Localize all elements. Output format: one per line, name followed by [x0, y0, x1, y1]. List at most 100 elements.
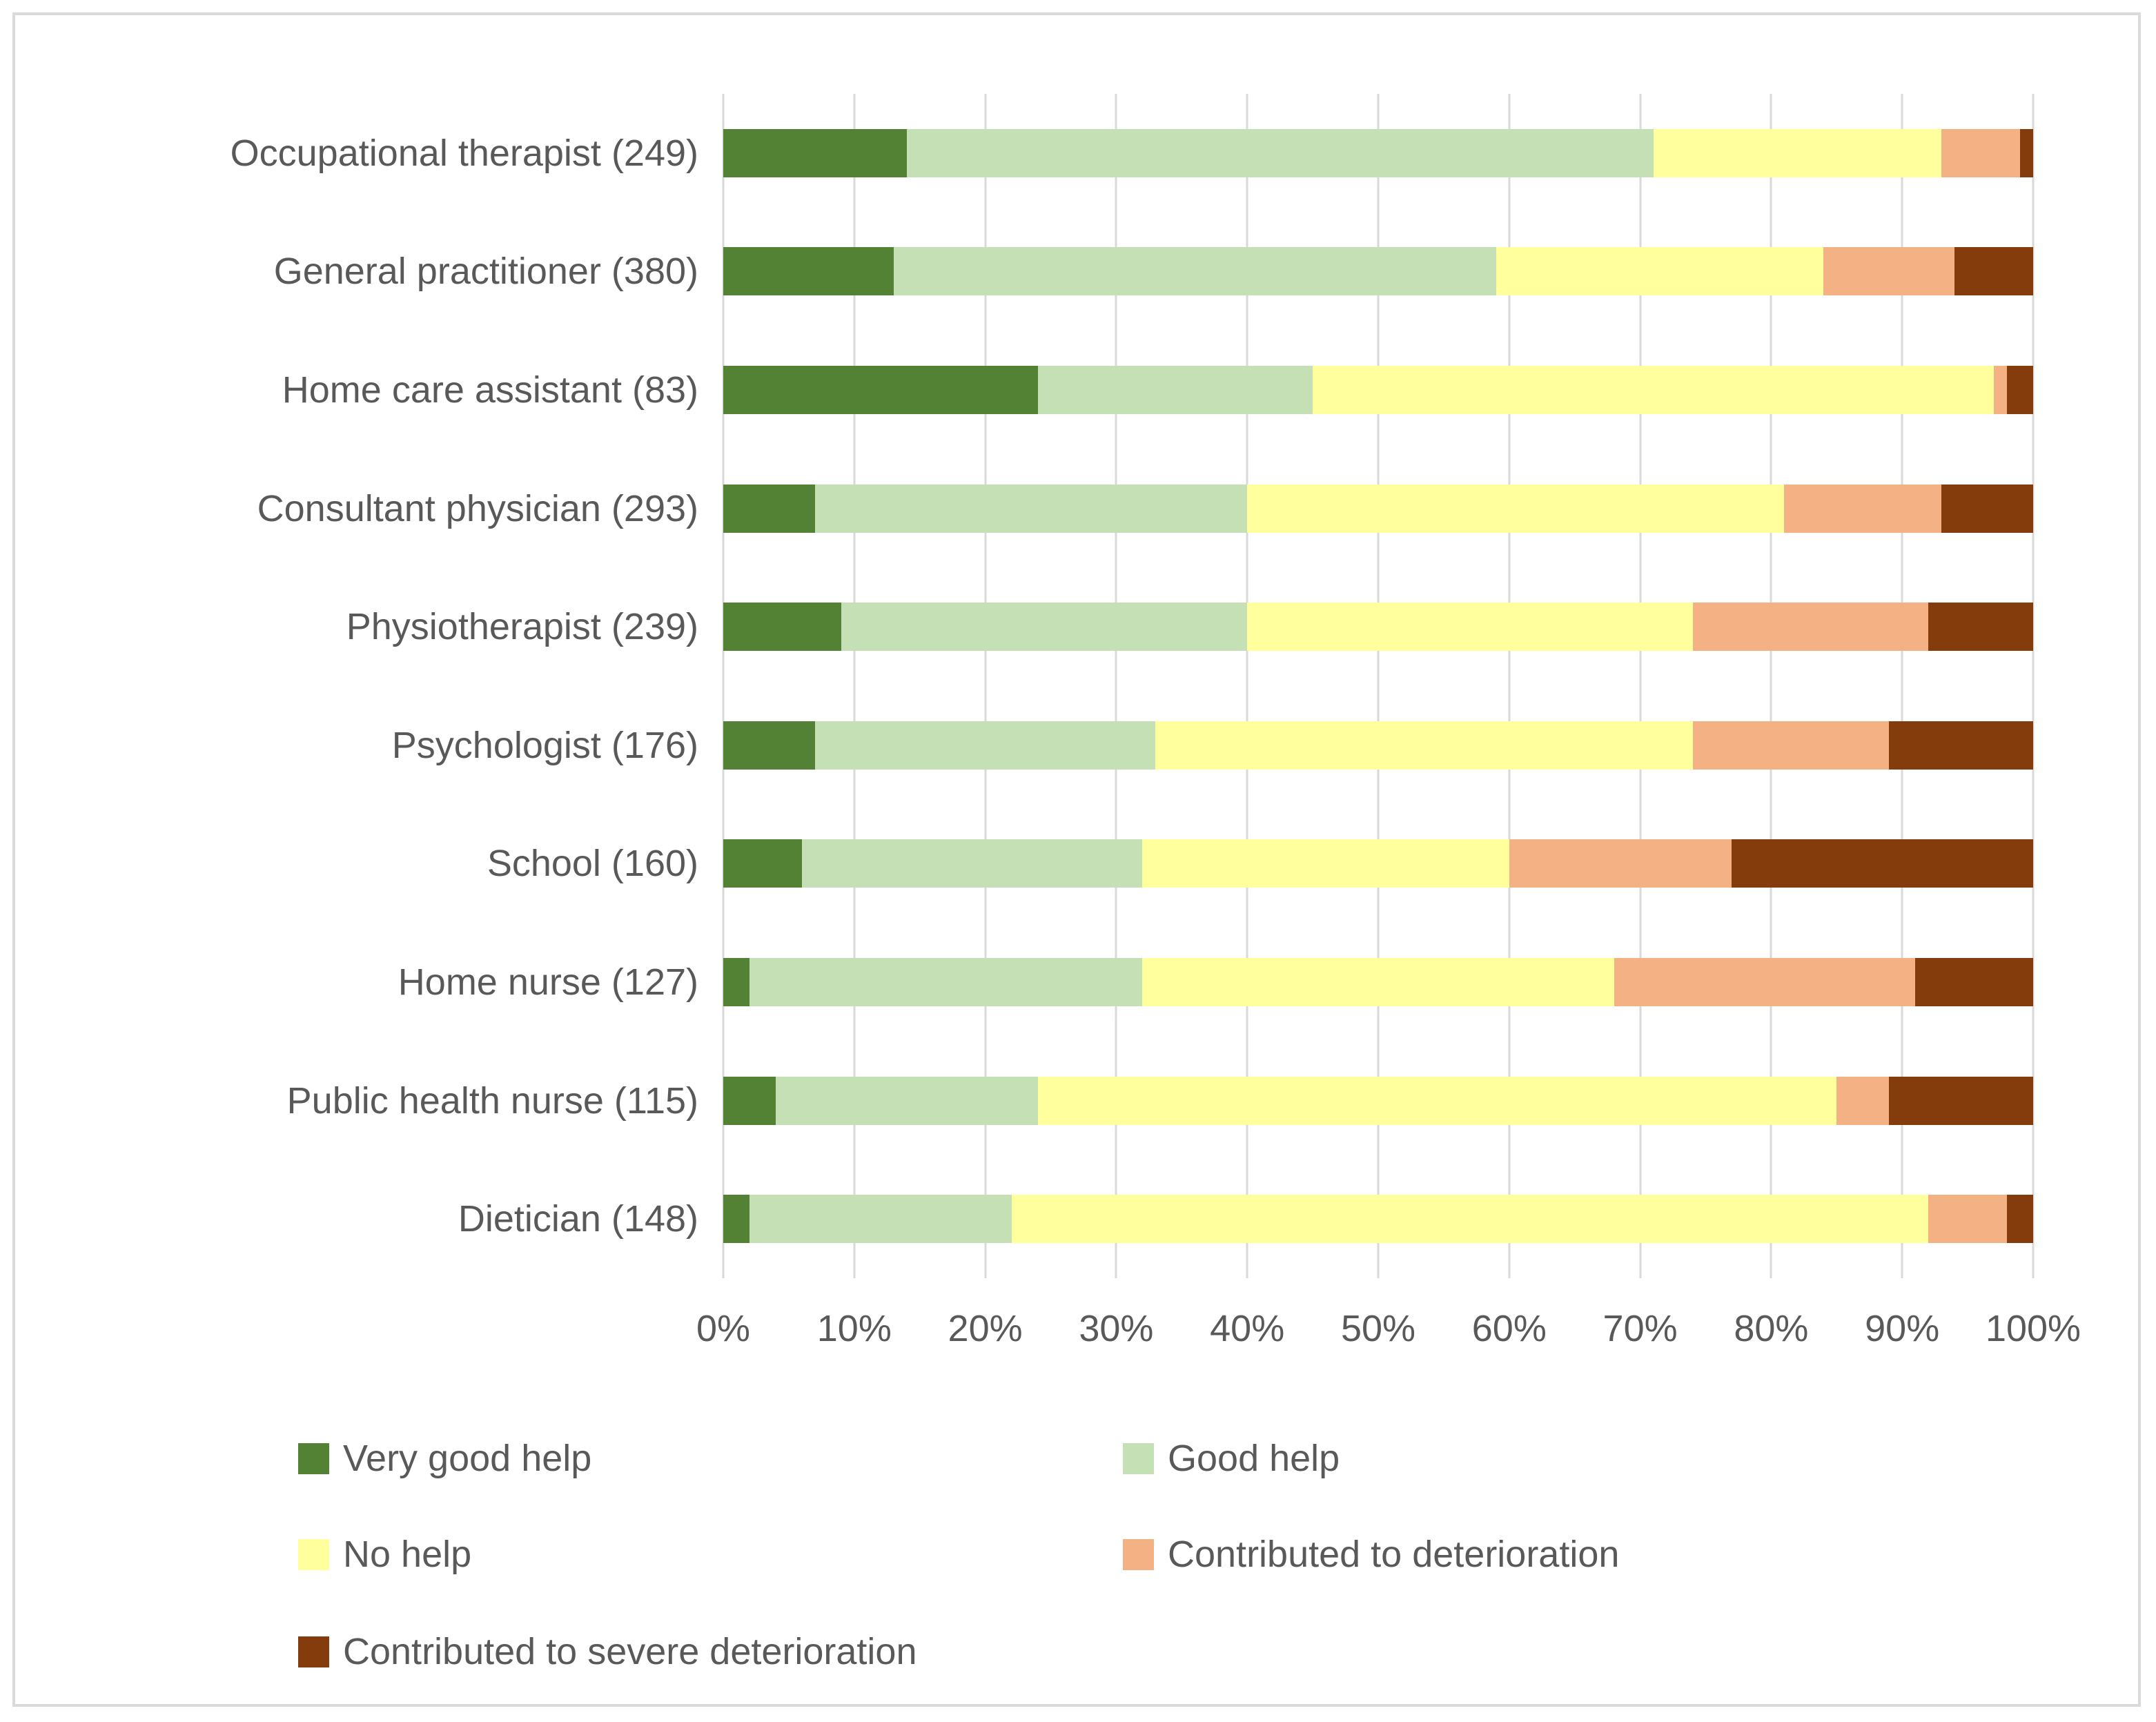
bar-segment	[1313, 366, 1995, 414]
bar-row	[723, 839, 2033, 888]
bar-segment	[1011, 1195, 1929, 1244]
gridline	[984, 94, 987, 1278]
category-label: General practitioner (380)	[273, 251, 698, 293]
bar-segment	[1247, 484, 1785, 533]
bar-segment	[2007, 366, 2033, 414]
gridline	[853, 94, 856, 1278]
bar-row	[723, 247, 2033, 296]
gridline	[722, 94, 725, 1278]
bar-segment	[723, 839, 802, 888]
bar-segment	[1247, 603, 1693, 652]
bar-row	[723, 1076, 2033, 1125]
category-label: Physiotherapist (239)	[346, 606, 698, 648]
bar-segment	[814, 721, 1156, 770]
x-axis-tick-label: 70%	[1603, 1308, 1678, 1349]
bar-segment	[841, 603, 1248, 652]
bar-segment	[1784, 484, 1942, 533]
x-axis-tick-label: 40%	[1210, 1308, 1285, 1349]
x-axis-tick-label: 90%	[1865, 1308, 1940, 1349]
bar-segment	[893, 247, 1496, 296]
category-label: Public health nurse (115)	[286, 1079, 698, 1122]
gridline	[2032, 94, 2035, 1278]
x-axis-tick-label: 50%	[1340, 1308, 1416, 1349]
bar-segment	[1692, 603, 1929, 652]
bar-segment	[2007, 1195, 2033, 1244]
x-axis: 0% 10% 20% 30% 40% 50% 60% 70% 80% 90% 100%	[696, 1307, 2081, 1362]
legend-item: Good help	[1123, 1437, 1340, 1480]
legend-item: Very good help	[298, 1437, 591, 1480]
gridline	[1770, 94, 1772, 1278]
bar-segment	[906, 128, 1654, 177]
bar-segment	[723, 484, 815, 533]
legend-swatch	[298, 1636, 329, 1667]
bar-segment	[723, 721, 815, 770]
bar-row	[723, 484, 2033, 533]
x-axis-tick-label: 60%	[1471, 1308, 1547, 1349]
bar-segment	[1037, 1076, 1837, 1125]
bar-segment	[1941, 128, 2020, 177]
bar-segment	[723, 128, 907, 177]
bar-segment	[814, 484, 1248, 533]
bar-segment	[1889, 1076, 2033, 1125]
chart-frame: Occupational therapist (249) General prac…	[12, 12, 2141, 1707]
bar-segment	[1928, 1195, 2008, 1244]
bar-segment	[723, 958, 749, 1006]
legend-item: Contributed to severe deterioration	[298, 1630, 917, 1673]
bar-segment	[1155, 721, 1693, 770]
bar-segment	[749, 958, 1143, 1006]
gridline	[1508, 94, 1511, 1278]
bar-segment	[2020, 128, 2033, 177]
bar-segment	[1142, 958, 1614, 1006]
bar-segment	[723, 1076, 776, 1125]
bar-segment	[723, 603, 841, 652]
legend-swatch	[1123, 1538, 1154, 1570]
bar-row	[723, 366, 2033, 414]
x-axis-tick-label: 80%	[1734, 1308, 1809, 1349]
bar-segment	[1954, 247, 2033, 296]
category-label: Home care assistant (83)	[282, 369, 698, 411]
x-axis-tick-label: 100%	[1985, 1308, 2081, 1349]
bar-segment	[1836, 1076, 1890, 1125]
category-label: Occupational therapist (249)	[230, 132, 698, 174]
category-label: Home nurse (127)	[398, 961, 698, 1003]
bar-segment	[1653, 128, 1942, 177]
category-label: Consultant physician (293)	[257, 487, 698, 529]
gridline	[1246, 94, 1248, 1278]
bar-segment	[723, 247, 894, 296]
bar-segment	[1823, 247, 1955, 296]
bar-row	[723, 721, 2033, 770]
legend-label: No help	[343, 1534, 472, 1575]
bar-segment	[801, 839, 1143, 888]
bar-row	[723, 128, 2033, 177]
bar-segment	[775, 1076, 1038, 1125]
bar-segment	[1509, 839, 1732, 888]
legend-item: No help	[298, 1533, 471, 1576]
category-axis: Occupational therapist (249) General prac…	[43, 94, 698, 1278]
bar-segment	[1037, 366, 1313, 414]
plot-area	[722, 94, 2035, 1278]
legend-label: Good help	[1168, 1438, 1340, 1479]
x-axis-tick-label: 10%	[816, 1308, 892, 1349]
legend-label: Contributed to severe deterioration	[343, 1631, 917, 1672]
bar-segment	[1496, 247, 1824, 296]
gridline	[1639, 94, 1642, 1278]
legend-label: Contributed to deterioration	[1168, 1534, 1620, 1575]
gridline	[1115, 94, 1117, 1278]
legend-label: Very good help	[343, 1438, 592, 1479]
bar-segment	[1941, 484, 2033, 533]
bar-segment	[1732, 839, 2033, 888]
bar-segment	[1928, 603, 2033, 652]
category-label: Dietician (148)	[458, 1198, 698, 1240]
bar-row	[723, 958, 2033, 1006]
x-axis-tick-label: 30%	[1079, 1308, 1154, 1349]
bar-segment	[723, 1195, 749, 1244]
bar-segment	[1889, 721, 2033, 770]
bar-segment	[1994, 366, 2008, 414]
legend-swatch	[298, 1442, 329, 1474]
legend-item: Contributed to deterioration	[1123, 1533, 1619, 1576]
bar-segment	[1692, 721, 1890, 770]
bar-row	[723, 1195, 2033, 1244]
x-axis-tick-label: 20%	[948, 1308, 1023, 1349]
bar-segment	[1915, 958, 2033, 1006]
category-label: Psychologist (176)	[391, 724, 698, 766]
